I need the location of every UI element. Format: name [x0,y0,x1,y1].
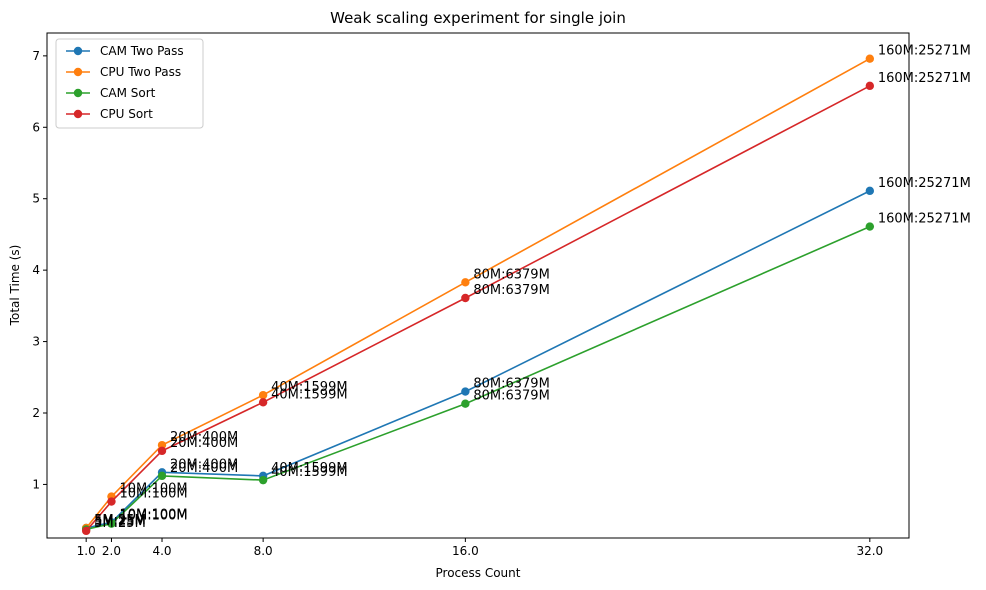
point-annotation: 40M:1599M [271,380,347,395]
legend-label: CPU Sort [100,107,153,121]
y-tick-label: 3 [32,335,40,349]
point-annotation: 80M:6379M [473,389,549,404]
point-annotation: 5M:25M [94,513,146,528]
legend-marker [73,67,83,77]
point-annotation: 10M:100M [119,507,187,522]
point-annotation: 40M:1599M [271,461,347,476]
legend-label: CAM Sort [100,86,156,100]
legend-label: CPU Two Pass [100,65,181,79]
data-point [461,399,470,408]
series-line [86,190,871,529]
point-annotation: 80M:6379M [473,267,549,282]
data-point [865,54,875,63]
x-tick-label: 2.0 [102,544,121,558]
y-tick-label: 4 [32,263,40,277]
point-annotation: 160M:25271M [878,44,971,59]
data-point [461,387,470,396]
point-annotation: 10M:100M [119,487,187,502]
data-point [258,398,268,407]
data-point [461,278,470,287]
point-annotation: 10M:100M [119,509,187,524]
legend: CAM Two Pass CPU Two Pass CAM Sort CPU Sort [55,38,204,129]
data-point [865,222,875,231]
point-annotation: 10M:100M [119,482,187,497]
x-tick-label: 1.0 [77,544,96,558]
plot-area [46,32,910,539]
point-annotation: 40M:1599M [271,387,347,402]
data-point [461,293,470,303]
point-annotation: 160M:25271M [878,212,971,227]
y-tick-label: 7 [32,49,40,63]
legend-frame [55,38,204,129]
series-layer [81,54,875,536]
y-tick-label: 2 [32,406,40,420]
data-point [107,497,116,506]
data-point [258,475,268,485]
x-axis: 1.0 2.0 4.0 8.0 16.0 32.0 [77,538,883,558]
point-annotation: 160M:25271M [878,71,971,86]
point-annotation: 5M:25M [94,516,146,531]
point-annotation: 80M:6379M [473,377,549,392]
legend-marker [73,88,83,98]
data-point [157,471,167,481]
data-point [107,519,116,528]
legend-marker [73,109,83,119]
data-point [865,186,875,196]
x-tick-label: 16.0 [452,544,479,558]
data-point [81,526,91,536]
x-tick-label: 8.0 [254,544,273,558]
point-annotation: 80M:6379M [473,283,549,298]
x-tick-label: 4.0 [152,544,171,558]
point-annotation: 5M:25M [94,513,146,528]
point-annotation: 20M:400M [170,457,238,472]
y-tick-label: 6 [32,120,40,134]
data-point [258,390,268,400]
y-axis: 1 2 3 4 5 6 7 [32,49,47,491]
point-annotation: 160M:25271M [878,176,971,191]
point-annotation: 40M:1599M [271,465,347,480]
data-point [157,446,167,456]
point-annotation: 20M:400M [170,461,238,476]
y-tick-label: 1 [32,477,40,491]
legend-marker [73,46,83,56]
chart-title: Weak scaling experiment for single join [330,9,626,27]
point-annotation: 20M:400M [170,430,238,445]
x-axis-label: Process Count [436,566,521,580]
point-annotation: 5M:25M [94,514,146,529]
series-line [86,225,871,531]
y-axis-label: Total Time (s) [8,245,22,327]
data-point [865,81,875,91]
legend-label: CAM Two Pass [100,44,184,58]
point-annotation: 20M:400M [170,436,238,451]
x-tick-label: 32.0 [856,544,883,558]
series-line [85,85,871,532]
y-tick-label: 5 [32,192,40,206]
